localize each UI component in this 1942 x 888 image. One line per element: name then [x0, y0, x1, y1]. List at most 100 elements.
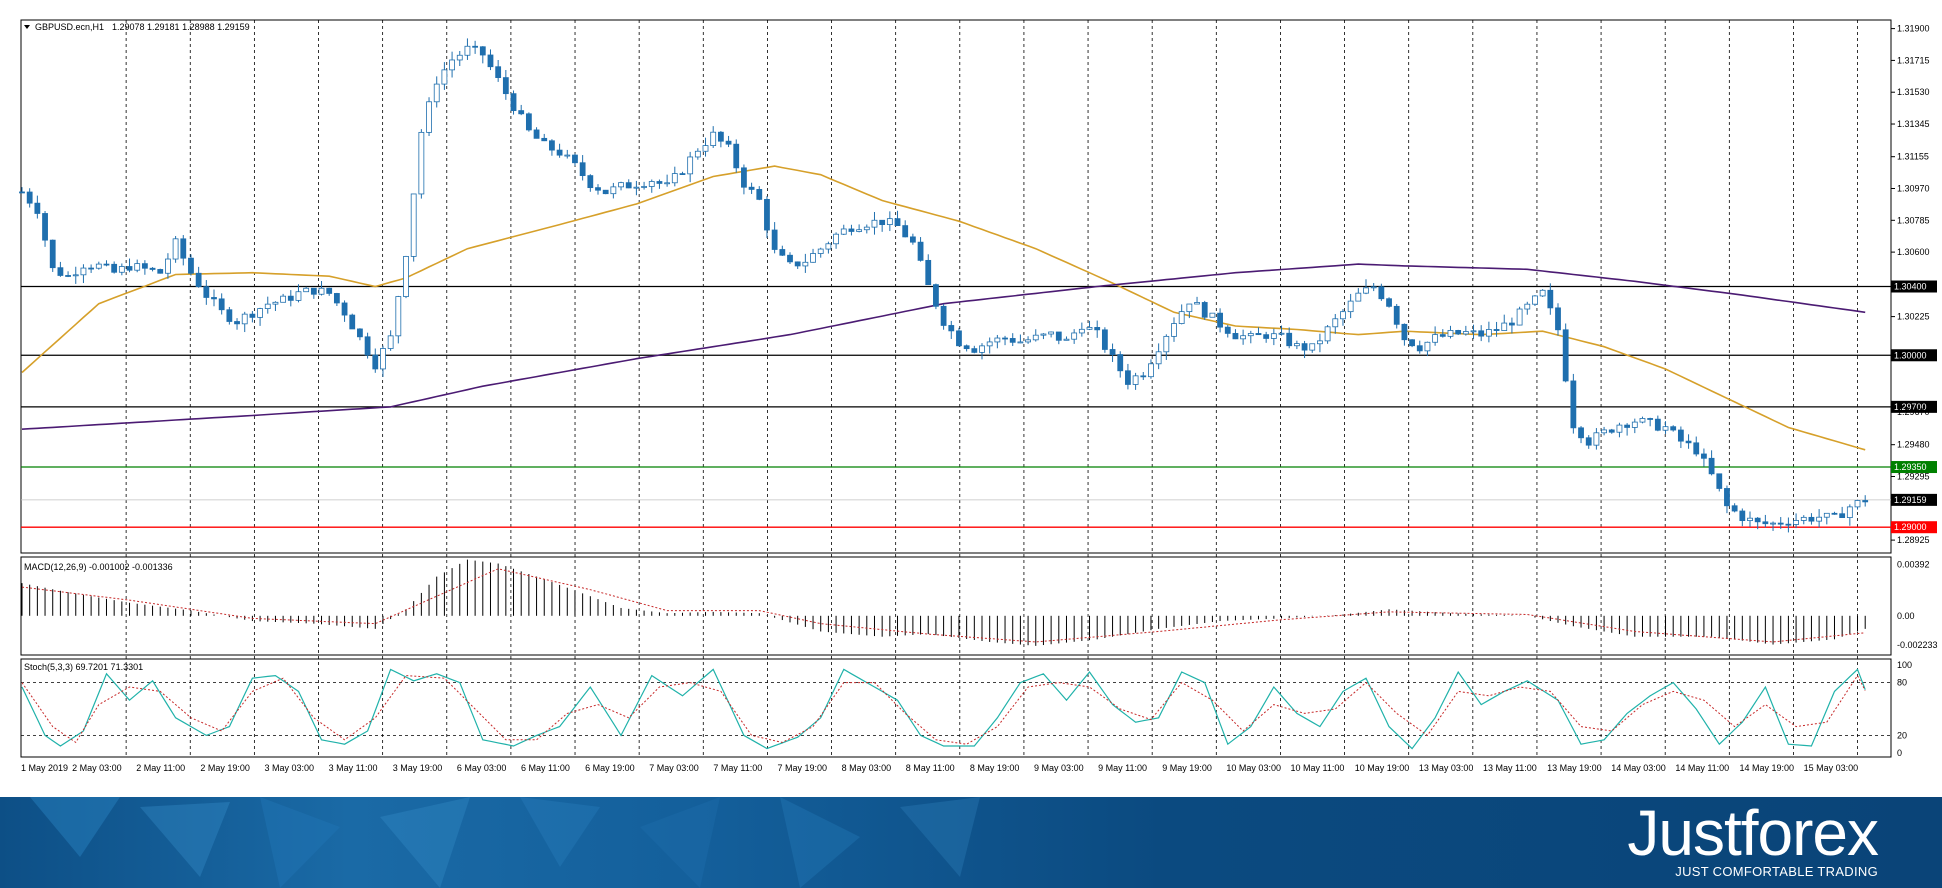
candle-bull	[257, 308, 263, 318]
brand-logo[interactable]: Justforex JUST COMFORTABLE TRADING	[1627, 797, 1879, 879]
candle-bear	[1777, 522, 1784, 525]
level-tag-label: 1.30000	[1894, 350, 1927, 360]
x-tick-label: 2 May 03:00	[72, 763, 122, 773]
candle-bull	[410, 193, 417, 257]
candle-bear	[1509, 322, 1515, 326]
candle-bear	[1762, 521, 1769, 525]
candle-bull	[648, 181, 655, 187]
candle-bear	[725, 140, 732, 145]
candle-bear	[1585, 437, 1592, 446]
candle-bear	[1439, 334, 1446, 337]
x-tick-label: 2 May 11:00	[136, 763, 185, 773]
candle-bear	[349, 314, 356, 330]
x-tick-label: 10 May 11:00	[1291, 763, 1345, 773]
level-tag	[1891, 349, 1937, 362]
candle-bull	[1040, 333, 1047, 336]
candle-bull	[1793, 520, 1799, 525]
candle-bear	[948, 325, 955, 332]
candle-bull	[886, 218, 893, 225]
candle-bear	[848, 228, 855, 232]
stoch-y-tick-label: 0	[1897, 748, 1902, 758]
candle-bull	[1616, 424, 1623, 433]
candle-bull	[1424, 341, 1431, 352]
candle-bull	[403, 256, 409, 297]
candle-bear	[326, 287, 333, 294]
x-tick-label: 8 May 03:00	[842, 763, 892, 773]
brand-banner: Justforex JUST COMFORTABLE TRADING	[0, 797, 1942, 888]
candle-bear	[1409, 339, 1415, 347]
candle-bull	[95, 263, 102, 269]
stoch-y-tick-label: 20	[1897, 730, 1907, 740]
x-tick-label: 14 May 19:00	[1739, 763, 1794, 773]
x-tick-label: 8 May 19:00	[970, 763, 1020, 773]
candle-bull	[1132, 375, 1139, 385]
candle-bull	[1524, 303, 1531, 310]
candle-bull	[318, 287, 325, 295]
x-tick-label: 9 May 11:00	[1098, 763, 1147, 773]
candle-bear	[1416, 345, 1423, 352]
stoch-panel-frame	[20, 658, 1892, 758]
candle-bull	[1017, 341, 1024, 344]
candle-bull	[1025, 339, 1031, 343]
candle-bull	[863, 226, 870, 231]
candle-bull	[1163, 335, 1170, 353]
x-tick-label: 3 May 11:00	[329, 763, 378, 773]
y-tick-label: 1.29295	[1897, 471, 1930, 481]
candle-bull	[687, 156, 694, 175]
candle-bull	[1324, 326, 1331, 342]
candle-bull	[1032, 334, 1039, 341]
candle-bear	[287, 295, 294, 301]
candle-bull	[1823, 512, 1830, 518]
collapse-triangle-icon[interactable]	[24, 25, 30, 29]
candle-bear	[541, 137, 548, 142]
candle-bull	[1770, 522, 1776, 525]
candle-bear	[1255, 333, 1262, 336]
x-tick-label: 14 May 03:00	[1611, 763, 1666, 773]
candle-bear	[587, 175, 594, 189]
candle-bear	[188, 257, 194, 274]
candle-bull	[1485, 329, 1492, 337]
candle-bear	[141, 263, 148, 269]
candle-bull	[1846, 506, 1853, 518]
candle-bull	[72, 274, 79, 277]
candle-bull	[1270, 333, 1277, 339]
candle-bear	[1608, 429, 1615, 433]
y-tick-label: 1.31900	[1897, 24, 1930, 34]
candle-bull	[1317, 340, 1323, 345]
candle-bear	[103, 263, 110, 266]
level-tag-label: 1.29700	[1894, 402, 1927, 412]
macd-label: MACD(12,26,9) -0.001002 -0.001336	[24, 562, 173, 572]
level-tag	[1891, 280, 1937, 293]
candle-bull	[1340, 311, 1346, 320]
candle-bear	[518, 110, 525, 115]
candle-bear	[1670, 426, 1677, 431]
candle-bear	[226, 309, 233, 322]
candle-bear	[525, 113, 532, 131]
candle-bull	[1063, 338, 1070, 341]
candle-bear	[310, 287, 317, 295]
candle-bear	[549, 140, 555, 151]
y-tick-label: 1.30600	[1897, 247, 1930, 257]
candle-bull	[664, 182, 671, 185]
candle-bull	[856, 229, 863, 232]
candle-bull	[1370, 286, 1377, 289]
x-tick-label: 6 May 19:00	[585, 763, 635, 773]
candle-bear	[902, 225, 909, 238]
candle-bear	[1831, 512, 1838, 515]
candle-bull	[1363, 287, 1369, 294]
macd-indicator: 0.00392 0.00 -0.002233	[21, 560, 1938, 650]
candle-bear	[894, 218, 901, 226]
candle-bear	[203, 286, 210, 298]
y-tick-label: 1.29480	[1897, 440, 1930, 450]
candle-bear	[917, 241, 924, 261]
candle-bull	[825, 243, 832, 250]
candle-bear	[1301, 343, 1308, 351]
candle-bull	[694, 150, 701, 158]
level-tag-label: 1.29350	[1894, 462, 1927, 472]
candle-bull	[1501, 322, 1508, 331]
y-tick-label: 1.30970	[1897, 183, 1930, 193]
candle-bull	[871, 219, 878, 228]
candle-bear	[1724, 488, 1730, 507]
macd-y-tick-label: 0.00392	[1897, 560, 1930, 570]
x-tick-label: 10 May 19:00	[1355, 763, 1410, 773]
